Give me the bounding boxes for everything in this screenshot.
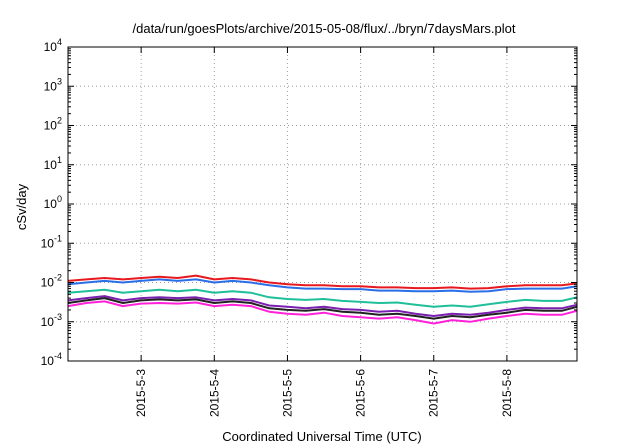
x-axis-label: Coordinated Universal Time (UTC) [222, 429, 421, 444]
y-tick-label: 10-2 [41, 273, 62, 290]
series-line [67, 288, 578, 308]
x-tick-label: 2015-5-4 [207, 369, 221, 417]
y-tick-label: 104 [44, 37, 62, 54]
y-tick-label: 10-3 [41, 312, 62, 329]
series-line [67, 297, 578, 320]
x-tick-label: 2015-5-6 [354, 369, 368, 417]
series-line [67, 300, 578, 325]
x-tick-label: 2015-5-7 [427, 369, 441, 417]
x-tick-label: 2015-5-3 [134, 369, 148, 417]
y-tick-label: 100 [44, 194, 62, 211]
y-tick-label: 103 [44, 76, 62, 93]
y-tick-label: 102 [44, 116, 62, 133]
chart-title: /data/run/goesPlots/archive/2015-05-08/f… [133, 21, 516, 36]
grid [68, 47, 577, 361]
y-axis-label: cSv/day [14, 183, 29, 230]
series-line [67, 278, 578, 293]
y-tick-label: 101 [44, 155, 62, 172]
x-tick-label: 2015-5-8 [500, 369, 514, 417]
x-tick-label: 2015-5-5 [280, 369, 294, 417]
series-line [67, 295, 578, 317]
plot-series [67, 274, 578, 325]
y-tick-label: 10-1 [41, 233, 62, 250]
series-line [67, 274, 578, 290]
y-tick-label: 10-4 [41, 351, 62, 368]
axis-ticks: 10-4 10-3 10-2 10-1 100 101 102 103 104 2015-5-3 2… [41, 37, 577, 417]
